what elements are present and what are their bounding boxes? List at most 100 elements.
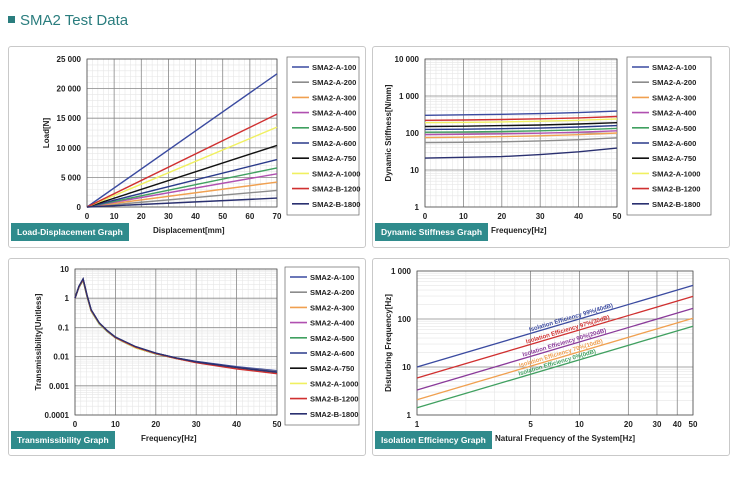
x-axis-label: Displacement[mm] [153,226,225,235]
legend-label: SMA2-A-300 [652,93,696,102]
transmissibility-chart: 0.0001 0.001 0.01 0.1 1 10 0 10 20 30 40 50 Frequenc… [34,265,360,443]
x-tick-label: 30 [653,420,662,429]
y-tick-label: 0 [77,203,82,212]
y-tick-label: 15 000 [57,114,82,123]
legend-label: SMA2-A-300 [310,303,354,312]
legend-label: SMA2-A-500 [312,124,356,133]
legend-label: SMA2-A-500 [310,334,354,343]
legend-label: SMA2-A-600 [310,349,354,358]
x-axis-label: Frequency[Hz] [141,434,197,443]
series-line [424,132,618,139]
y-axis-label: Dynamic Stiffness[N/mm] [384,84,393,181]
series-line [86,189,278,208]
x-tick-label: 0 [85,212,90,221]
legend-label: SMA2-A-100 [652,63,696,72]
legend-label: SMA2-A-1000 [652,169,701,178]
x-tick-label: 50 [689,420,698,429]
x-tick-label: 0 [423,212,428,221]
x-tick-label: 20 [497,212,506,221]
series-line [86,144,278,208]
y-tick-label: 10 000 [57,144,82,153]
y-tick-label: 25 000 [57,55,82,64]
legend-label: SMA2-A-400 [312,109,356,118]
series-line [424,137,618,144]
y-tick-label: 1 000 [391,267,412,276]
chart-panel-isolation-efficiency: 1 10 100 1 000 1 5 10 20 30 40 50 Natural Frequency… [372,258,730,456]
y-tick-label: 10 [402,363,411,372]
y-tick-label: 1 000 [399,92,420,101]
legend-label: SMA2-B-1200 [310,395,359,404]
legend-label: SMA2-A-200 [652,78,696,87]
series-line [86,197,278,208]
legend-label: SMA2-A-750 [310,364,354,373]
y-tick-label: 0.001 [49,382,70,391]
x-tick-label: 70 [273,212,282,221]
x-tick-label: 30 [164,212,173,221]
load-displacement-chart: 0 5 000 10 000 15 000 20 000 25 000 0 10 20 30 40 5… [42,55,361,235]
x-tick-label: 30 [192,420,201,429]
series-line [416,307,694,391]
x-tick-label: 10 [110,212,119,221]
title-square-icon [8,15,15,23]
series-line [86,173,278,208]
y-tick-label: 5 000 [61,173,82,182]
legend-label: SMA2-A-200 [312,78,356,87]
y-tick-label: 10 000 [395,55,420,64]
x-tick-label: 0 [73,420,78,429]
y-axis-label: Load[N] [42,118,51,149]
graph-tag-isolation-efficiency: Isolation Efficiency Graph [375,431,492,449]
series-line [424,147,618,159]
x-tick-label: 40 [673,420,682,429]
series-line [74,276,278,373]
legend-label: SMA2-A-100 [310,273,354,282]
series-line [86,73,278,208]
series-line [86,167,278,208]
chart-panel-load-displacement: 0 5 000 10 000 15 000 20 000 25 000 0 10 20 30 40 5… [8,46,366,248]
x-tick-label: 20 [624,420,633,429]
series-line [424,115,618,121]
y-tick-label: 1 [415,203,420,212]
series-line [86,158,278,208]
x-tick-label: 60 [245,212,254,221]
series-line [74,277,278,372]
legend-label: SMA2-A-400 [310,319,354,328]
y-tick-label: 0.0001 [45,411,70,420]
series-line [424,130,618,136]
plot-frame [416,270,694,416]
x-tick-label: 50 [273,420,282,429]
x-tick-label: 40 [191,212,200,221]
x-tick-label: 40 [574,212,583,221]
graph-tag-load-displacement: Load-Displacement Graph [11,223,129,241]
series-line [424,110,618,116]
legend-label: SMA2-A-100 [312,63,356,72]
y-tick-label: 10 [410,166,419,175]
legend-label: SMA2-B-1800 [652,200,701,209]
y-axis-label: Disturbing Frequency[Hz] [384,294,393,392]
series-line [416,325,694,409]
x-tick-label: 10 [575,420,584,429]
series-line [424,122,618,128]
y-tick-label: 0.01 [53,353,69,362]
x-tick-label: 5 [528,420,533,429]
chart-panel-transmissibility: 0.0001 0.001 0.01 0.1 1 10 0 10 20 30 40 50 Frequenc… [8,258,366,456]
x-axis-label: Frequency[Hz] [491,226,547,235]
x-tick-label: 40 [232,420,241,429]
y-tick-label: 10 [60,265,69,274]
legend-label: SMA2-A-300 [312,93,356,102]
series-line [86,113,278,208]
graph-tag-transmissibility: Transmissibility Graph [11,431,115,449]
legend-label: SMA2-A-1000 [310,379,359,388]
chart-panel-dynamic-stiffness: 1 10 100 1 000 10 000 0 10 20 30 40 50 Frequency[Hz… [372,46,730,248]
legend-label: SMA2-B-1200 [312,185,361,194]
x-tick-label: 30 [536,212,545,221]
y-tick-label: 1 [407,411,412,420]
legend-label: SMA2-A-600 [652,139,696,148]
y-tick-label: 20 000 [57,85,82,94]
series-line [424,124,618,131]
x-tick-label: 50 [218,212,227,221]
series-line [416,317,694,401]
page-title-text: SMA2 Test Data [20,12,129,29]
x-tick-label: 1 [415,420,420,429]
series-line [86,181,278,208]
y-tick-label: 100 [398,315,412,324]
